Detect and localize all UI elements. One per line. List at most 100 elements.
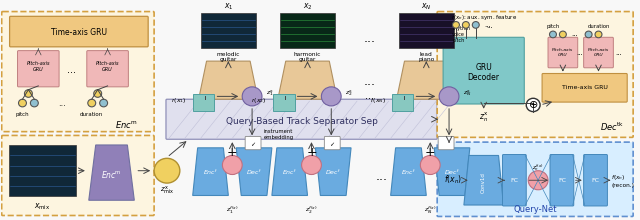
Text: $r(x_n)$: aux. sym. feature: $r(x_n)$: aux. sym. feature (451, 13, 517, 22)
Bar (273, 94, 294, 111)
Polygon shape (434, 148, 470, 196)
Circle shape (30, 99, 38, 107)
Circle shape (585, 31, 592, 38)
Polygon shape (397, 61, 456, 99)
FancyBboxPatch shape (166, 99, 437, 139)
Bar (280, 13, 335, 48)
Bar (200, 13, 256, 48)
Circle shape (472, 22, 479, 28)
FancyBboxPatch shape (324, 136, 340, 150)
Text: melodic
guitar: melodic guitar (217, 51, 240, 62)
Bar (399, 13, 454, 48)
Text: $z_2^{f(x)}$: $z_2^{f(x)}$ (305, 204, 318, 216)
Text: $\checkmark$: $\checkmark$ (329, 140, 335, 148)
Text: $z_n^\mathrm{x}$: $z_n^\mathrm{x}$ (479, 111, 488, 124)
Text: $x_2$: $x_2$ (303, 1, 312, 12)
Text: ...: ... (58, 99, 66, 108)
Text: $r(x_2)$: $r(x_2)$ (252, 96, 267, 105)
Text: $z_1^\mathrm{x}$: $z_1^\mathrm{x}$ (266, 89, 274, 98)
Text: FC: FC (558, 178, 566, 183)
Text: ...: ... (572, 31, 578, 37)
Text: Dec$^\mathrm{tk}$: Dec$^\mathrm{tk}$ (600, 121, 624, 133)
FancyBboxPatch shape (245, 136, 261, 150)
Circle shape (88, 99, 96, 107)
Circle shape (19, 99, 26, 107)
FancyBboxPatch shape (443, 37, 524, 104)
Text: Dec$^\mathrm{f}$: Dec$^\mathrm{f}$ (325, 168, 341, 177)
Text: pitch: pitch (452, 38, 464, 43)
Text: Pitch-axis
GRU: Pitch-axis GRU (26, 61, 50, 72)
Polygon shape (390, 148, 426, 196)
Circle shape (439, 87, 459, 106)
Text: duration: duration (588, 24, 610, 29)
FancyBboxPatch shape (87, 51, 129, 87)
Text: ...: ... (486, 23, 493, 29)
FancyBboxPatch shape (17, 51, 59, 87)
Polygon shape (89, 145, 134, 200)
Text: ...: ... (67, 65, 76, 75)
Text: Dec$^\mathrm{f}$: Dec$^\mathrm{f}$ (246, 168, 262, 177)
Text: $z_1^{f(x)}$: $z_1^{f(x)}$ (226, 204, 239, 216)
Text: ...: ... (364, 32, 376, 45)
Polygon shape (198, 61, 258, 99)
Text: ...: ... (364, 75, 376, 88)
FancyBboxPatch shape (584, 154, 607, 206)
Text: +: + (425, 146, 436, 159)
Polygon shape (272, 148, 307, 196)
FancyBboxPatch shape (548, 37, 578, 68)
Text: Enc$^\mathrm{f}$: Enc$^\mathrm{f}$ (282, 168, 297, 177)
Text: Enc$^\mathrm{f}$: Enc$^\mathrm{f}$ (203, 168, 218, 177)
Text: Query-Based Track Separator Sep: Query-Based Track Separator Sep (226, 117, 378, 126)
Text: $r(x_N)$: $r(x_N)$ (370, 96, 386, 105)
Text: +: + (306, 146, 317, 159)
Circle shape (301, 156, 321, 174)
Text: voice: voice (452, 32, 465, 37)
Text: GRU
Decoder: GRU Decoder (468, 63, 500, 82)
Text: pitch: pitch (547, 24, 559, 29)
Bar (8, 145, 76, 196)
Circle shape (321, 87, 341, 106)
Text: $z_2^\mathrm{x}$: $z_2^\mathrm{x}$ (345, 89, 353, 98)
Text: Pitch-axis
GRU: Pitch-axis GRU (588, 48, 609, 57)
Text: $z_N^\mathrm{x}$: $z_N^\mathrm{x}$ (463, 89, 471, 98)
Text: Pitch-axis
GRU: Pitch-axis GRU (96, 61, 119, 72)
Text: $\checkmark$: $\checkmark$ (250, 140, 256, 148)
Circle shape (595, 31, 602, 38)
Text: ...: ... (376, 170, 388, 183)
FancyBboxPatch shape (437, 142, 633, 216)
Text: Query-Net: Query-Net (513, 205, 557, 214)
Circle shape (242, 87, 262, 106)
Circle shape (420, 156, 440, 174)
Polygon shape (193, 148, 228, 196)
Text: Time-axis GRU: Time-axis GRU (562, 85, 607, 90)
Text: harmonic
guitar: harmonic guitar (294, 51, 321, 62)
Text: lead
piano: lead piano (418, 51, 435, 62)
Text: $z_n^{f(x)}$: $z_n^{f(x)}$ (532, 162, 544, 173)
FancyBboxPatch shape (2, 136, 154, 216)
Circle shape (93, 90, 102, 97)
FancyBboxPatch shape (502, 154, 526, 206)
Polygon shape (278, 61, 337, 99)
Circle shape (528, 171, 548, 190)
Text: Enc$^\mathrm{m}$: Enc$^\mathrm{m}$ (115, 119, 137, 130)
Circle shape (24, 90, 33, 97)
Text: $r(x_1)$: $r(x_1)$ (172, 96, 187, 105)
Text: FC: FC (510, 178, 518, 183)
FancyBboxPatch shape (550, 154, 573, 206)
Text: ...: ... (615, 50, 621, 55)
Polygon shape (316, 148, 351, 196)
FancyBboxPatch shape (542, 73, 627, 102)
Text: FC: FC (591, 178, 600, 183)
FancyBboxPatch shape (10, 16, 148, 47)
FancyBboxPatch shape (2, 12, 154, 132)
Text: Pitch-axis
GRU: Pitch-axis GRU (552, 48, 573, 57)
Text: Enc$^\mathrm{m}$: Enc$^\mathrm{m}$ (101, 169, 122, 180)
Text: ...: ... (365, 91, 374, 101)
FancyBboxPatch shape (437, 12, 633, 137)
Text: $x_N$: $x_N$ (421, 1, 431, 12)
Polygon shape (464, 156, 504, 205)
Circle shape (100, 99, 108, 107)
Text: $x_1$: $x_1$ (223, 1, 233, 12)
Text: $z_N^{f(x)}$: $z_N^{f(x)}$ (424, 204, 436, 216)
Text: Conv1d: Conv1d (481, 172, 486, 192)
